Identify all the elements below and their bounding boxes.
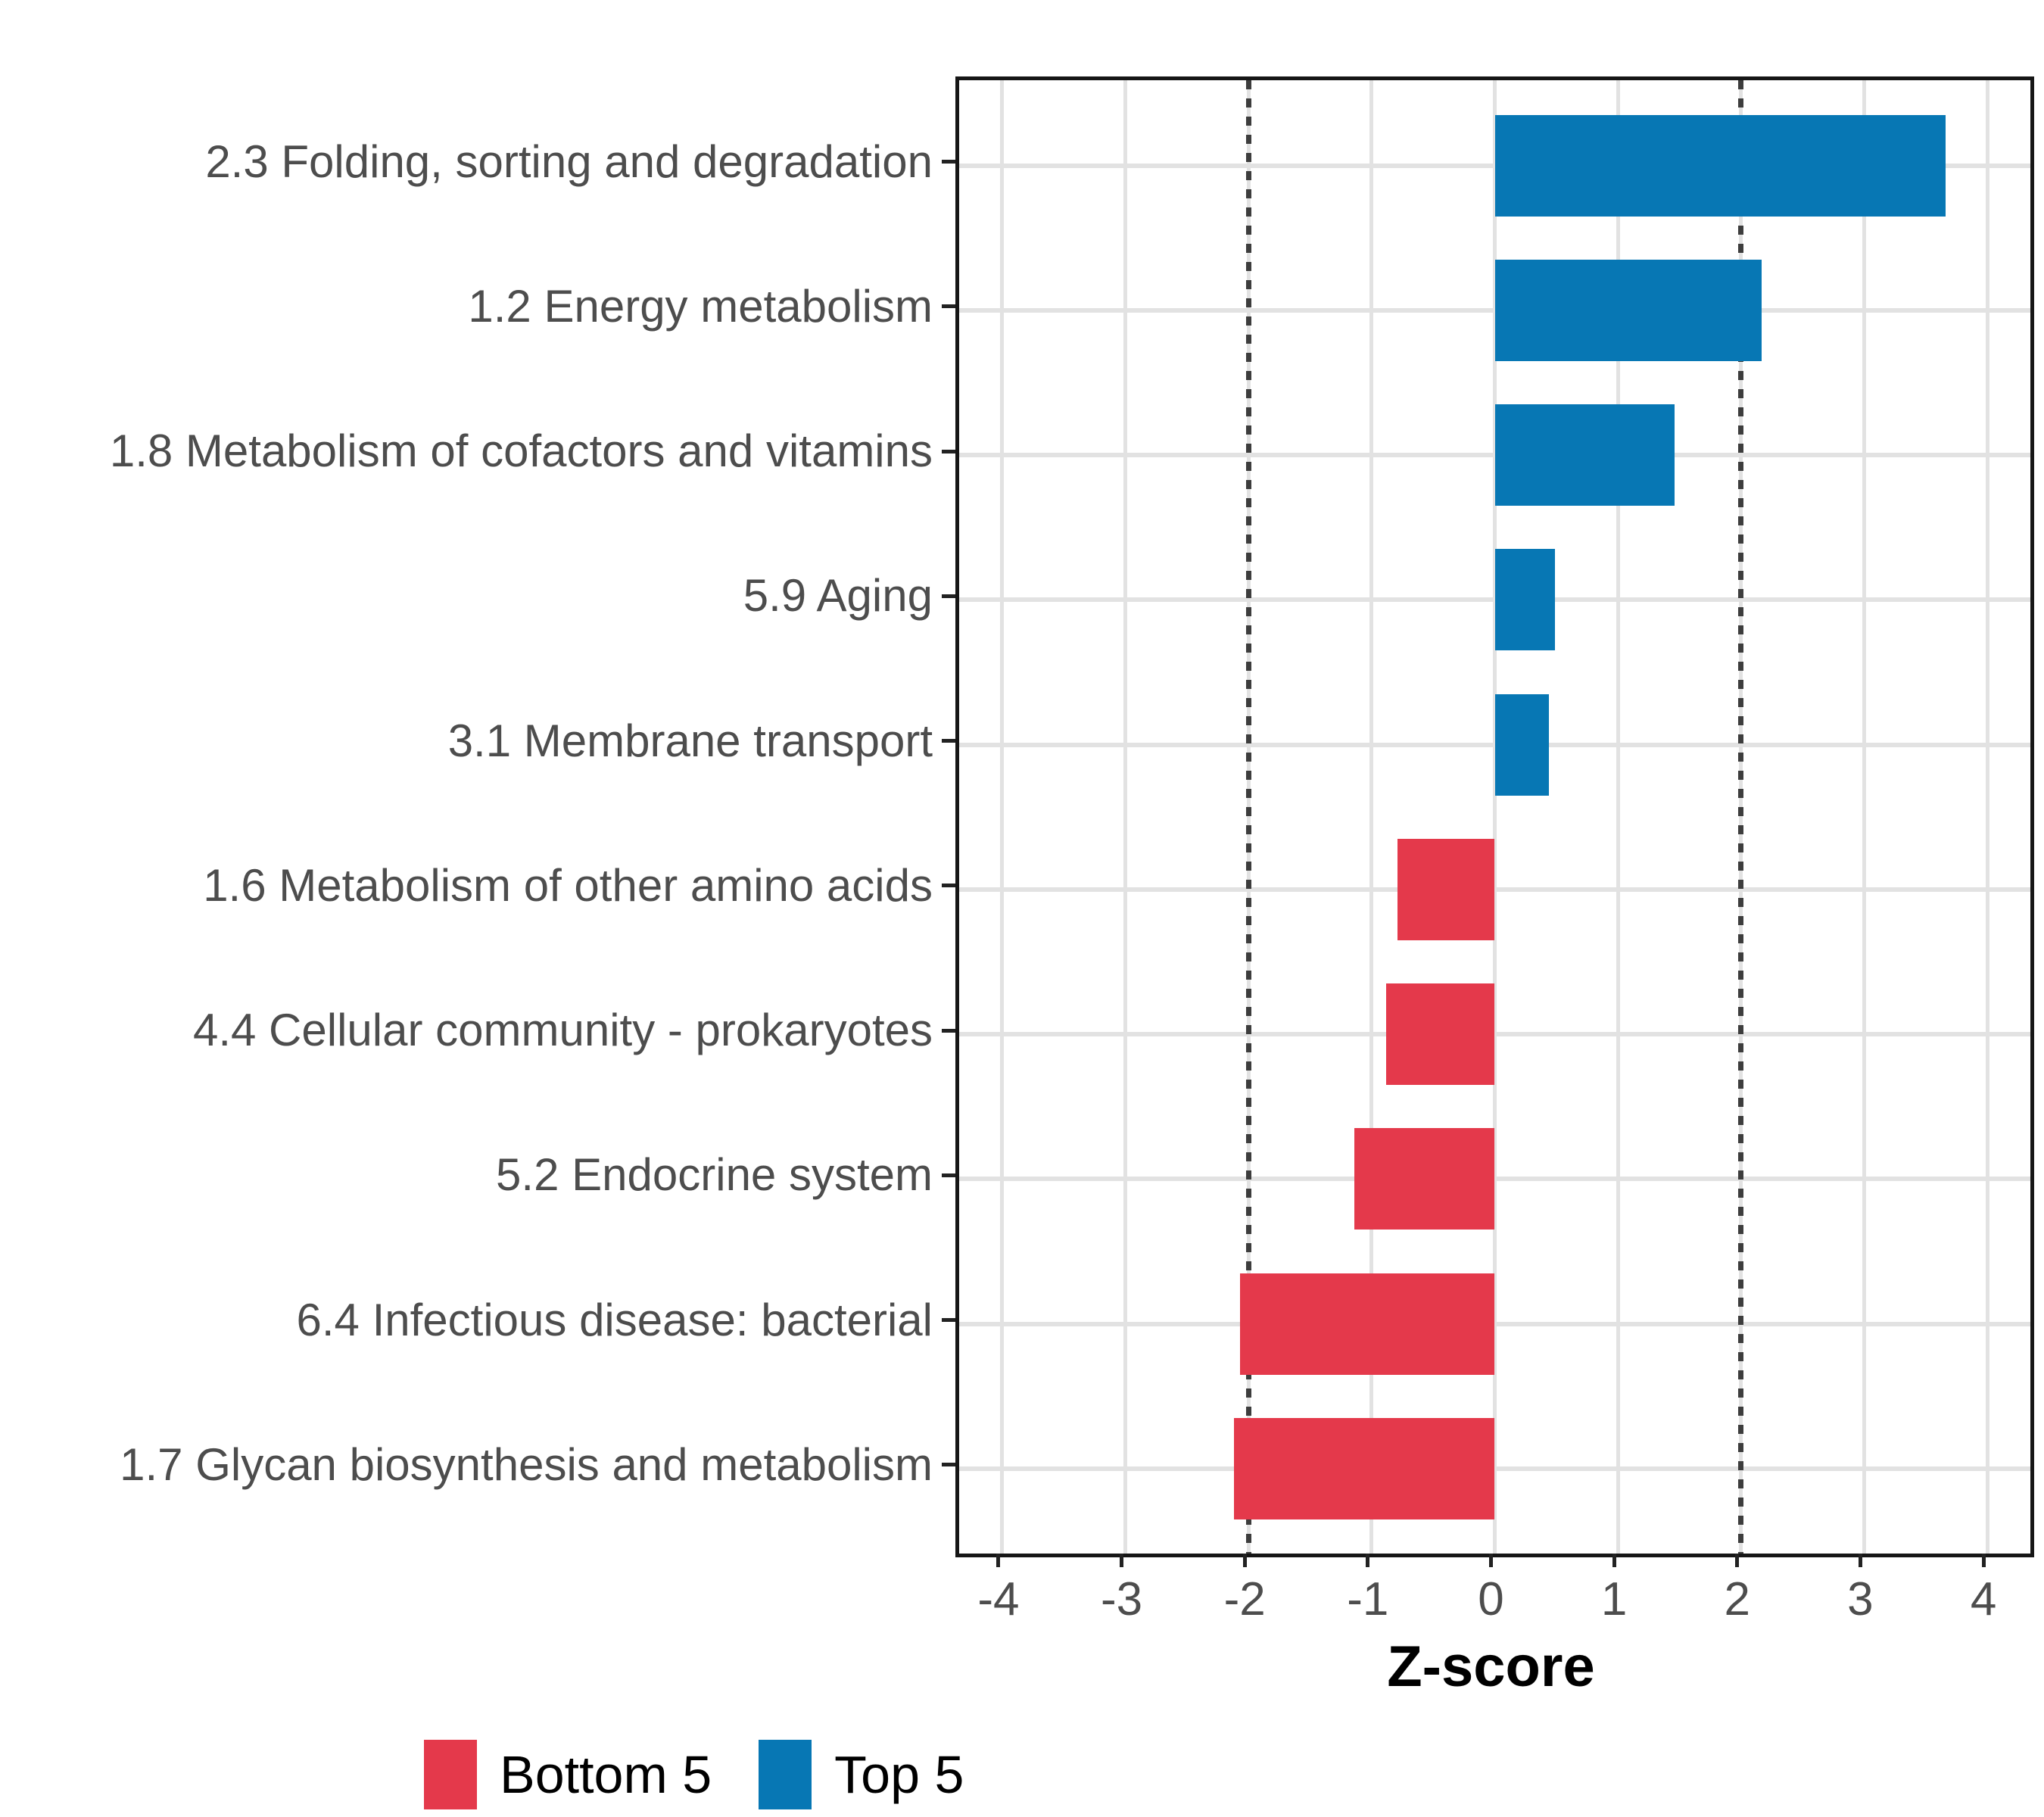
v-gridline	[1369, 80, 1374, 1554]
x-tick-label: 2	[1724, 1573, 1751, 1625]
y-tick-mark	[942, 304, 955, 309]
y-category-label: 2.3 Folding, sorting and degradation	[205, 136, 933, 187]
v-gridline	[1493, 80, 1497, 1554]
bar	[1386, 983, 1495, 1085]
bar	[1494, 259, 1762, 361]
x-tick-mark	[1242, 1554, 1247, 1567]
bar	[1233, 1417, 1495, 1519]
y-tick-mark	[942, 739, 955, 743]
y-category-label: 1.8 Metabolism of cofactors and vitamins	[109, 425, 933, 476]
legend-item-bottom5: Bottom 5	[424, 1740, 712, 1809]
x-tick-mark	[1981, 1554, 1986, 1567]
bar	[1494, 404, 1675, 506]
x-tick-label: -2	[1223, 1573, 1266, 1625]
y-tick-mark	[942, 1463, 955, 1467]
plot-panel	[955, 76, 2034, 1557]
y-tick-mark	[942, 1028, 955, 1033]
legend-item-top5: Top 5	[759, 1740, 964, 1809]
v-gridline	[1985, 80, 1989, 1554]
bar	[1239, 1273, 1495, 1375]
v-gridline	[1862, 80, 1866, 1554]
legend-label-top5: Top 5	[834, 1745, 964, 1804]
x-tick-label: 1	[1600, 1573, 1628, 1625]
y-category-label: 1.7 Glycan biosynthesis and metabolism	[120, 1438, 933, 1490]
v-gridline	[1616, 80, 1620, 1554]
x-tick-label: 4	[1970, 1573, 1997, 1625]
x-tick-mark	[1612, 1554, 1616, 1567]
y-tick-mark	[942, 884, 955, 888]
y-category-label: 6.4 Infectious disease: bacterial	[296, 1294, 933, 1345]
bar	[1354, 1128, 1495, 1230]
legend-label-bottom5: Bottom 5	[500, 1745, 712, 1804]
x-tick-mark	[1735, 1554, 1740, 1567]
bar	[1397, 838, 1495, 940]
x-tick-mark	[1858, 1554, 1862, 1567]
x-tick-label: -3	[1100, 1573, 1143, 1625]
v-gridline	[1123, 80, 1128, 1554]
y-tick-mark	[942, 449, 955, 453]
x-tick-label: 3	[1847, 1573, 1874, 1625]
y-category-label: 5.9 Aging	[743, 570, 933, 622]
y-category-label: 3.1 Membrane transport	[447, 715, 933, 766]
x-tick-mark	[1120, 1554, 1124, 1567]
x-axis-title: Z-score	[1387, 1635, 1595, 1699]
reference-line	[1738, 80, 1744, 1554]
bar	[1494, 114, 1946, 217]
y-tick-mark	[942, 160, 955, 164]
y-category-label: 5.2 Endocrine system	[496, 1149, 933, 1201]
y-tick-mark	[942, 594, 955, 598]
bar	[1494, 549, 1556, 651]
y-tick-mark	[942, 1173, 955, 1177]
reference-line	[1245, 80, 1251, 1554]
v-gridline	[1000, 80, 1005, 1554]
legend-swatch-top5-icon	[759, 1740, 812, 1809]
y-category-label: 1.6 Metabolism of other amino acids	[203, 859, 933, 911]
x-tick-mark	[1366, 1554, 1370, 1567]
x-tick-label: 0	[1478, 1573, 1504, 1625]
plot-area	[959, 80, 2030, 1554]
x-tick-label: -4	[977, 1573, 1020, 1625]
bar	[1494, 693, 1550, 796]
y-category-label: 4.4 Cellular community - prokaryotes	[192, 1005, 933, 1055]
legend-swatch-bottom5-icon	[424, 1740, 477, 1809]
legend: Bottom 5 Top 5	[0, 1740, 2044, 1809]
y-category-label: 1.2 Energy metabolism	[468, 280, 933, 332]
x-tick-label: -1	[1347, 1573, 1389, 1625]
x-tick-mark	[1489, 1554, 1493, 1567]
y-tick-mark	[942, 1318, 955, 1322]
x-tick-mark	[996, 1554, 1001, 1567]
